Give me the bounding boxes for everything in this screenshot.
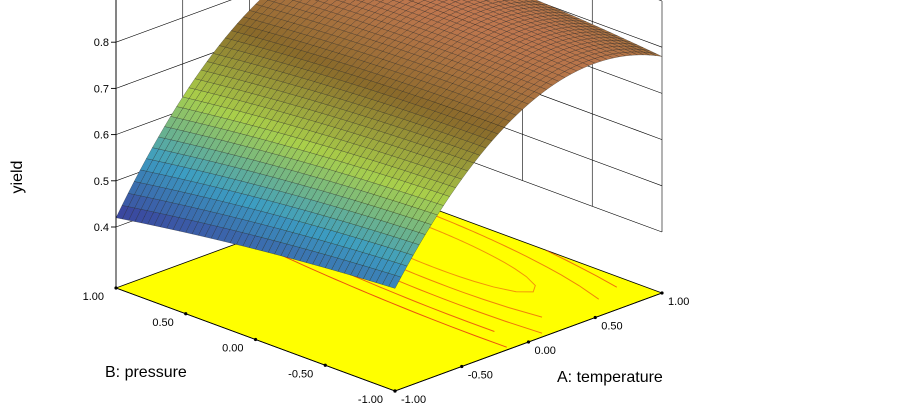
y-tick-mark-2 xyxy=(254,338,257,341)
x-tick-mark-1 xyxy=(460,365,463,368)
y-tick-label-0: -1.00 xyxy=(358,394,383,406)
x-axis-label: A: temperature xyxy=(557,369,663,386)
y-tick-label-4: 1.00 xyxy=(83,291,104,303)
x-tick-label-1: -0.50 xyxy=(468,370,493,382)
x-tick-mark-4 xyxy=(660,291,663,294)
y-tick-mark-3 xyxy=(184,312,187,315)
z-tick-label-0: 0.4 xyxy=(94,222,109,234)
z-axis-label: yield xyxy=(9,161,26,194)
x-tick-label-4: 1.00 xyxy=(668,296,689,308)
y-tick-label-3: 0.50 xyxy=(152,317,173,329)
y-axis-label: B: pressure xyxy=(105,364,187,381)
y-tick-mark-4 xyxy=(114,286,117,289)
x-tick-label-0: -1.00 xyxy=(401,394,426,406)
z-tick-label-2: 0.6 xyxy=(94,130,109,142)
x-tick-mark-3 xyxy=(594,316,597,319)
z-tick-label-4: 0.8 xyxy=(94,37,109,49)
y-tick-label-2: 0.00 xyxy=(222,343,243,355)
z-tick-label-5: 0.9 xyxy=(94,0,109,3)
z-tick-label-3: 0.7 xyxy=(94,83,109,95)
surface-mesh xyxy=(116,0,662,288)
x-tick-label-2: 0.00 xyxy=(535,345,556,357)
x-tick-mark-0 xyxy=(393,389,396,392)
x-tick-label-3: 0.50 xyxy=(601,321,622,333)
y-tick-mark-1 xyxy=(324,364,327,367)
x-tick-mark-2 xyxy=(527,340,530,343)
z-tick-label-1: 0.5 xyxy=(94,176,109,188)
y-tick-label-1: -0.50 xyxy=(288,368,313,380)
